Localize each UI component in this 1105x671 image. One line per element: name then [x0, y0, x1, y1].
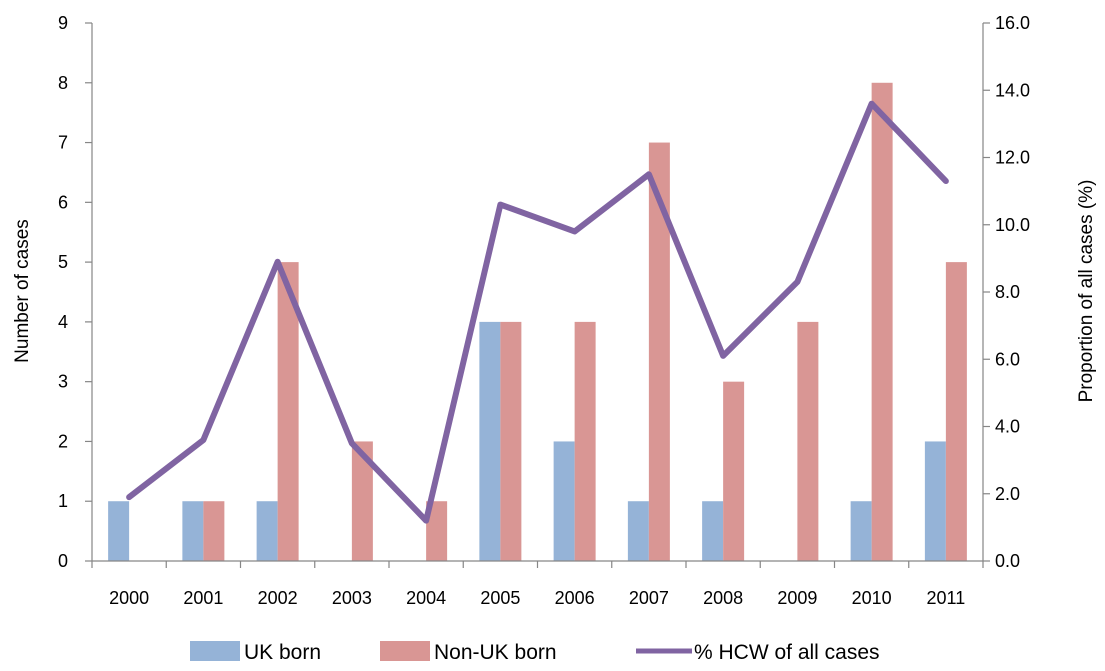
bar-non-uk-born — [797, 321, 819, 561]
bar-non-uk-born — [945, 262, 967, 561]
x-tick-label: 2006 — [555, 588, 595, 608]
legend-label: Non-UK born — [434, 641, 557, 664]
bar-uk-born — [108, 501, 130, 561]
line-point — [796, 280, 799, 283]
line-point — [870, 102, 873, 105]
x-tick-label: 2007 — [629, 588, 669, 608]
bar-non-uk-born — [426, 501, 448, 561]
y2-tick-label: 0.0 — [995, 551, 1020, 571]
y2-axis-title: Proportion of all cases (%) — [1076, 180, 1097, 403]
line-point — [276, 260, 279, 263]
y2-tick-label: 2.0 — [995, 484, 1020, 504]
line-point — [647, 173, 650, 176]
line-point — [944, 180, 947, 183]
x-tick-label: 2005 — [480, 588, 520, 608]
bar-non-uk-born — [500, 321, 522, 561]
bar-uk-born — [924, 441, 946, 561]
ticks-group: 0 1 2 3 4 5 6 7 8 9 0.0 2.0 4.0 6.0 8.0 10.0 12.0 14.0 16.… — [58, 13, 1030, 608]
bar-non-uk-born — [203, 501, 225, 561]
y-tick-label: 5 — [58, 252, 68, 272]
line-point — [350, 442, 353, 445]
bar-non-uk-born — [648, 142, 670, 562]
y-tick-label: 0 — [58, 551, 68, 571]
bar-non-uk-born — [871, 82, 893, 562]
bar-uk-born — [553, 441, 575, 561]
legend-label: UK born — [244, 641, 321, 664]
y2-tick-label: 8.0 — [995, 282, 1020, 302]
y-tick-label: 7 — [58, 133, 68, 153]
line-point — [722, 354, 725, 357]
legend: UK born Non-UK born % HCW of all cases — [190, 641, 880, 664]
legend-key-non-uk-born — [380, 641, 430, 661]
y-tick-label: 6 — [58, 192, 68, 212]
y-tick-label: 9 — [58, 13, 68, 33]
y2-tick-label: 16.0 — [995, 13, 1030, 33]
y-tick-label: 8 — [58, 73, 68, 93]
bar-non-uk-born — [351, 441, 373, 561]
y-tick-label: 2 — [58, 431, 68, 451]
y2-tick-label: 4.0 — [995, 417, 1020, 437]
bar-uk-born — [256, 501, 278, 561]
line-point — [128, 496, 131, 499]
y2-tick-label: 10.0 — [995, 215, 1030, 235]
y2-tick-label: 14.0 — [995, 80, 1030, 100]
y-axis-title: Number of cases — [12, 219, 33, 363]
line-hcw-percent — [126, 100, 949, 524]
bar-non-uk-born — [574, 321, 596, 561]
bar-uk-born — [850, 501, 872, 561]
legend-key-uk-born — [190, 641, 240, 661]
y-tick-label: 3 — [58, 372, 68, 392]
y-tick-label: 4 — [58, 312, 68, 332]
y2-tick-label: 12.0 — [995, 148, 1030, 168]
bar-uk-born — [479, 321, 501, 561]
line-point — [499, 203, 502, 206]
x-tick-label: 2000 — [109, 588, 149, 608]
x-tick-label: 2009 — [777, 588, 817, 608]
x-tick-label: 2011 — [927, 588, 966, 608]
line-point — [202, 438, 205, 441]
bar-uk-born — [182, 501, 204, 561]
y-tick-label: 1 — [58, 491, 68, 511]
bar-uk-born — [627, 501, 649, 561]
x-tick-label: 2001 — [183, 588, 223, 608]
x-tick-label: 2010 — [852, 588, 892, 608]
bar-non-uk-born — [723, 381, 745, 561]
legend-label: % HCW of all cases — [694, 641, 880, 664]
line-series-group — [126, 100, 949, 524]
y2-tick-label: 6.0 — [995, 349, 1020, 369]
line-point — [425, 519, 428, 522]
line-point — [573, 230, 576, 233]
x-tick-label: 2008 — [703, 588, 743, 608]
bars-group — [108, 82, 967, 562]
bar-non-uk-born — [277, 262, 299, 561]
x-tick-label: 2003 — [332, 588, 372, 608]
axes-group — [91, 23, 984, 562]
bar-uk-born — [702, 501, 724, 561]
x-tick-label: 2004 — [406, 588, 446, 608]
x-tick-label: 2002 — [258, 588, 298, 608]
